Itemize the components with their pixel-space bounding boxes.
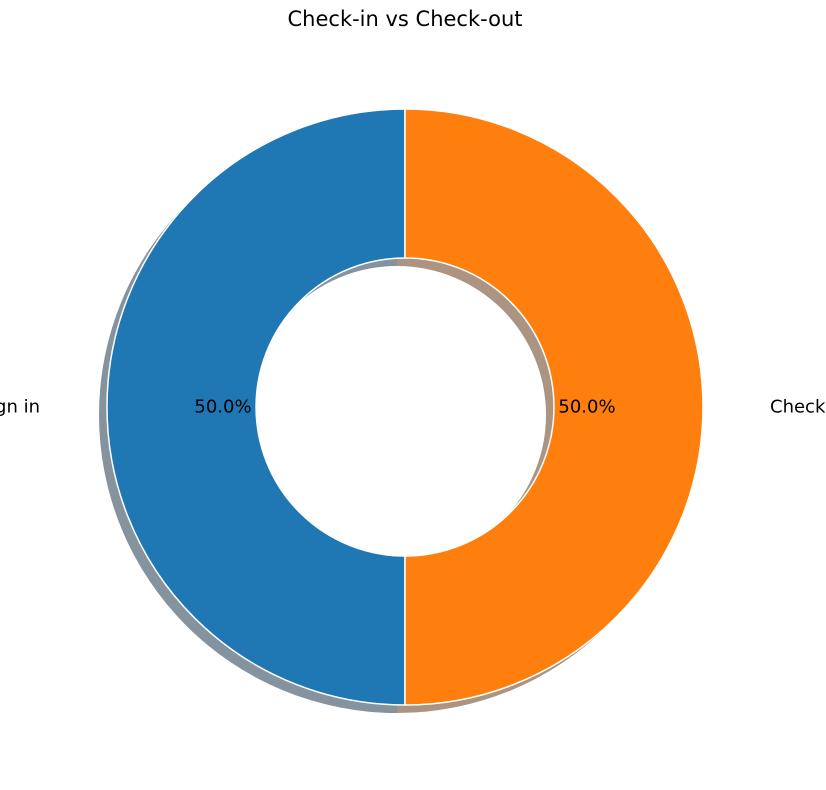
labels-group: Sign in 50.0% Check in 50.0% bbox=[0, 397, 826, 418]
slice-label-sign-in: Sign in bbox=[0, 397, 40, 418]
slice-percent-sign-in: 50.0% bbox=[194, 397, 251, 418]
slice-percent-check-in: 50.0% bbox=[558, 397, 615, 418]
slices-group bbox=[106, 108, 704, 706]
slice-label-check-in: Check in bbox=[770, 397, 826, 418]
slice-check-in bbox=[404, 108, 704, 706]
slice-sign-in bbox=[106, 108, 406, 706]
chart-title: Check-in vs Check-out bbox=[288, 7, 523, 31]
